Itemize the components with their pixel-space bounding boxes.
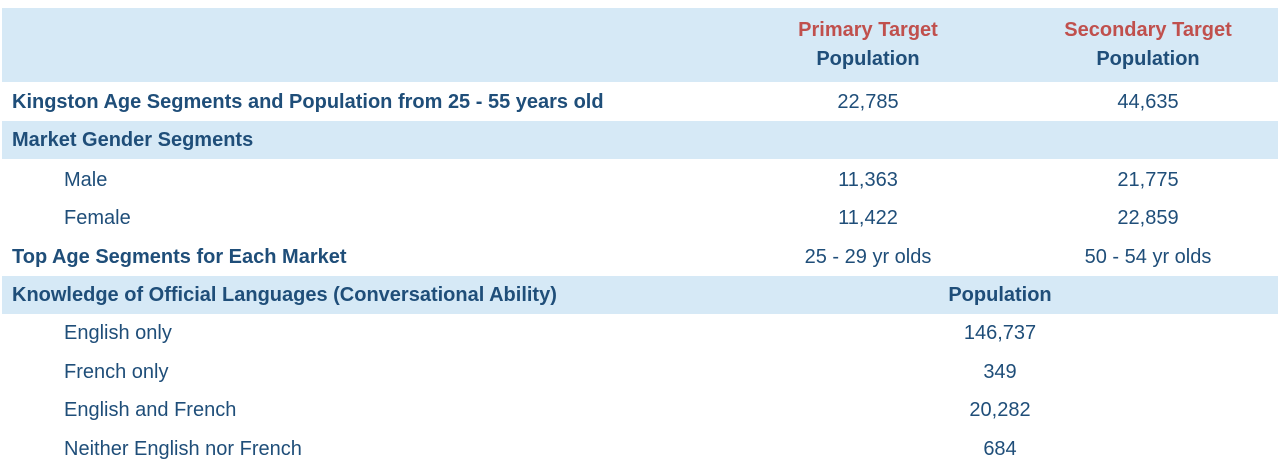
section-label: Market Gender Segments: [12, 129, 254, 151]
row-label: French only: [64, 361, 169, 383]
section-band: [2, 276, 1278, 314]
cell: 146,737: [963, 322, 1037, 344]
cell: 20,282: [969, 399, 1031, 421]
cell: 25 - 29 yr olds: [804, 246, 932, 268]
column-header: Primary Target Population: [738, 16, 998, 74]
header-band: [2, 8, 1278, 82]
row-label: Male: [64, 169, 108, 191]
row-label: Female: [64, 207, 131, 229]
header-label: Population: [1096, 48, 1200, 70]
section-label: Knowledge of Official Languages (Convers…: [12, 284, 557, 306]
column-header: Secondary Target Population: [1018, 16, 1278, 74]
cell: 22,859: [1117, 207, 1179, 229]
cell: 22,785: [837, 91, 899, 113]
row-label: Top Age Segments for Each Market: [12, 246, 347, 268]
header-label: Population: [816, 48, 920, 70]
row-label: Neither English nor French: [64, 438, 302, 460]
section-band: [2, 121, 1278, 159]
cell: 50 - 54 yr olds: [1084, 246, 1212, 268]
header-accent: Secondary Target: [1064, 19, 1232, 41]
cell: 44,635: [1117, 91, 1179, 113]
cell: 349: [983, 361, 1017, 383]
header-accent: Primary Target: [798, 19, 938, 41]
cell: 11,422: [838, 207, 898, 229]
row-label: English only: [64, 322, 172, 344]
cell: 11,363: [838, 169, 898, 191]
column-header: Population: [948, 284, 1052, 306]
cell: 21,775: [1117, 169, 1179, 191]
row-label: Kingston Age Segments and Population fro…: [12, 91, 604, 113]
row-label: English and French: [64, 399, 237, 421]
cell: 684: [983, 438, 1017, 460]
